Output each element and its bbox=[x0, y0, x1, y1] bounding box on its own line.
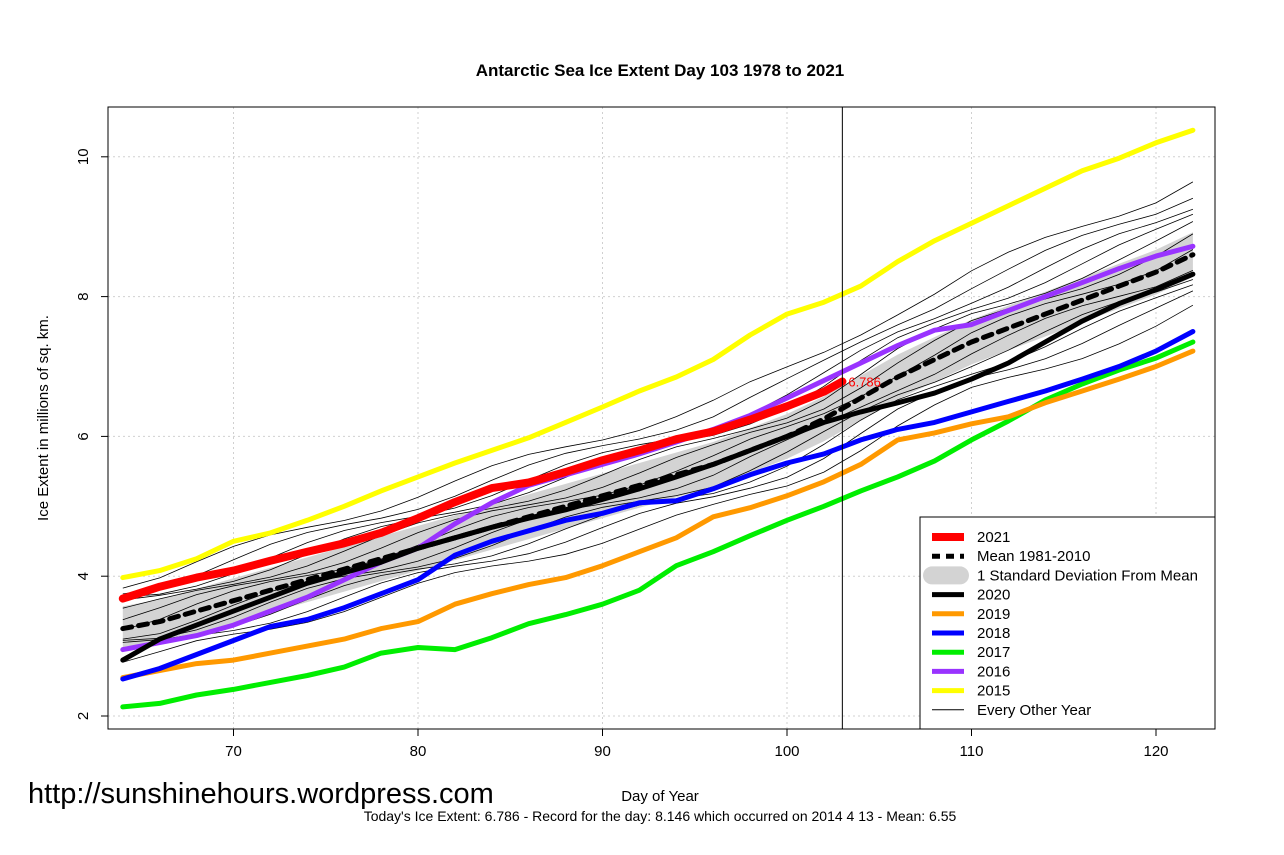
every-other-year-line bbox=[122, 279, 1194, 641]
chart-title: Antarctic Sea Ice Extent Day 103 1978 to… bbox=[476, 61, 845, 80]
series-line-2017 bbox=[120, 339, 1196, 710]
legend-label: 2015 bbox=[977, 683, 1010, 700]
every-other-year-line bbox=[122, 304, 1194, 663]
every-other-year-line bbox=[122, 221, 1194, 609]
series-line-2019 bbox=[120, 348, 1196, 681]
y-tick-label: 10 bbox=[75, 148, 92, 165]
x-tick-label: 110 bbox=[960, 743, 984, 760]
y-tick-label: 4 bbox=[75, 572, 92, 580]
x-tick-label: 80 bbox=[410, 743, 427, 760]
y-tick-label: 8 bbox=[75, 292, 92, 300]
legend-label: Every Other Year bbox=[977, 702, 1091, 719]
every-other-year-line bbox=[122, 197, 1194, 595]
legend-box bbox=[919, 516, 1216, 730]
legend-label: 2017 bbox=[977, 644, 1010, 661]
watermark: http://sunshinehours.wordpress.com bbox=[28, 778, 494, 810]
y-tick-label: 6 bbox=[75, 432, 92, 440]
today-value-label: 6.786 bbox=[848, 374, 881, 389]
x-axis-label: Day of Year bbox=[621, 788, 699, 805]
legend-label: 2019 bbox=[977, 606, 1010, 623]
series-line-2020 bbox=[120, 271, 1196, 663]
plot-frame bbox=[107, 106, 1216, 730]
every-other-year-line bbox=[122, 181, 1194, 589]
sd-band-area bbox=[122, 232, 1193, 651]
every-other-year-line bbox=[122, 290, 1194, 650]
series-lines bbox=[118, 127, 1196, 710]
legend-label: 2020 bbox=[977, 587, 1010, 604]
footer-text: Today's Ice Extent: 6.786 - Record for t… bbox=[364, 808, 957, 824]
series-line-mean-1981-2010 bbox=[120, 252, 1196, 632]
x-tick-label: 120 bbox=[1143, 743, 1168, 760]
series-line-2021 bbox=[118, 377, 847, 603]
legend: 2021 Mean 1981-2010 1 Standard Deviation F… bbox=[919, 516, 1216, 730]
legend-label: Mean 1981-2010 bbox=[977, 548, 1090, 565]
legend-label: 1 Standard Deviation From Mean bbox=[977, 567, 1198, 584]
sd-band bbox=[122, 232, 1193, 651]
x-tick-label: 100 bbox=[774, 743, 799, 760]
legend-label: 2016 bbox=[977, 663, 1010, 680]
legend-label: 2018 bbox=[977, 625, 1010, 642]
series-line-2018 bbox=[120, 329, 1196, 682]
series-line-2015 bbox=[120, 127, 1196, 581]
every-other-year-line bbox=[122, 249, 1194, 631]
y-axis-label: Ice Extent in millions of sq. km. bbox=[35, 315, 52, 521]
x-tick-label: 70 bbox=[225, 743, 242, 760]
x-axis: 70 80 90 100 110 120 bbox=[225, 729, 1169, 760]
y-axis: 2 4 6 8 10 bbox=[75, 148, 108, 720]
legend-label: 2021 bbox=[977, 529, 1010, 546]
x-tick-label: 90 bbox=[594, 743, 611, 760]
y-tick-label: 2 bbox=[75, 712, 92, 720]
